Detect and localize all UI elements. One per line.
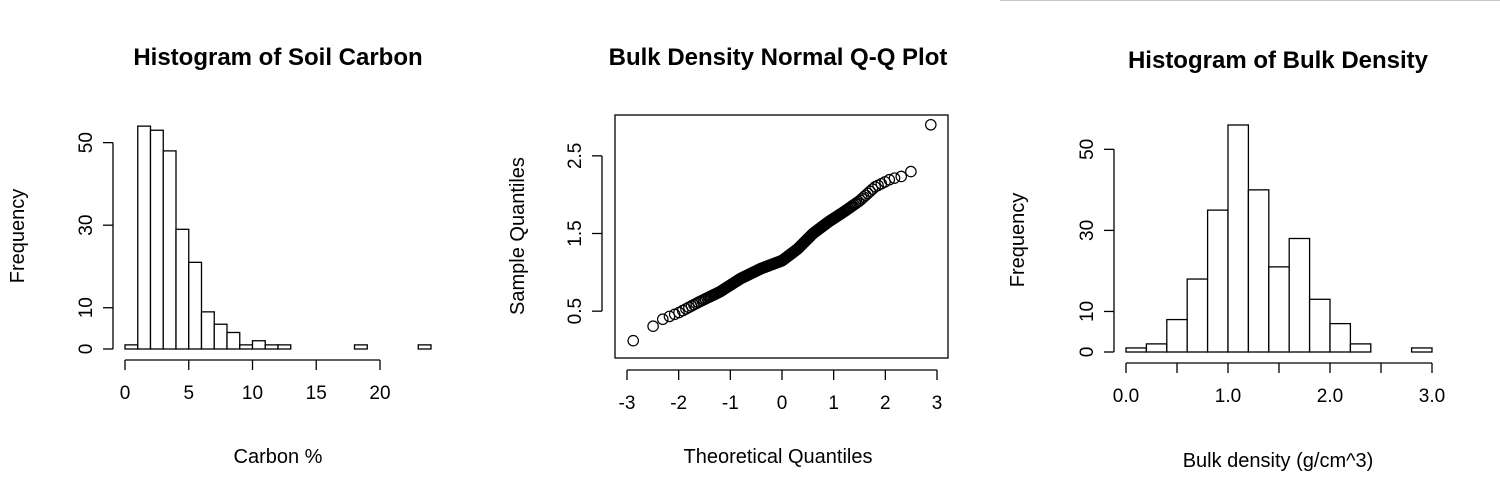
x-tick-label: 0 (120, 383, 131, 404)
histogram-bar (1329, 322, 1352, 353)
x-tick-label: 2.0 (1317, 386, 1343, 407)
x-tick-label: 15 (306, 383, 327, 404)
qq-point (924, 118, 937, 131)
x-tick-label: -3 (619, 393, 636, 414)
y-tick-label: 30 (76, 215, 97, 236)
x-tick-label: -1 (722, 393, 739, 414)
histogram-bar (1288, 237, 1311, 353)
histogram-bar (200, 311, 215, 350)
axes: 0 5 10 15 20 0 10 30 50 (76, 132, 391, 404)
histogram-bar (213, 323, 228, 350)
histogram-bar (1125, 347, 1148, 353)
y-axis-label: Frequency (1007, 193, 1029, 288)
chart-title: Bulk Density Normal Q-Q Plot (609, 44, 948, 71)
histogram-bar (1349, 343, 1372, 353)
qq-point (859, 189, 872, 202)
y-axis-label: Sample Quantiles (507, 157, 529, 315)
x-tick-label: 2 (880, 393, 891, 414)
histogram-bar (1206, 209, 1229, 353)
x-axis-label: Bulk density (g/cm^3) (1183, 450, 1374, 472)
histogram-bar (175, 228, 190, 350)
x-axis-label: Carbon % (234, 446, 323, 468)
histogram-bar (162, 150, 177, 350)
x-tick-label: 20 (369, 383, 390, 404)
chart-title: Histogram of Bulk Density (1128, 47, 1429, 74)
chart-title: Histogram of Soil Carbon (133, 44, 422, 71)
x-tick-label: 3.0 (1419, 386, 1445, 407)
axes: -3 -2 -1 0 1 2 3 0.5 1.5 2.5 (565, 143, 942, 414)
x-tick-label: 0.0 (1113, 386, 1139, 407)
bar-group (124, 125, 432, 350)
qq-point (883, 173, 896, 186)
histogram-bar (417, 344, 432, 350)
qq-point (888, 172, 901, 184)
x-tick-label: 10 (242, 383, 263, 404)
window-edge-divider (1000, 0, 1500, 1)
histogram-bar (1145, 343, 1168, 353)
y-tick-label: 0 (76, 344, 97, 355)
panel-bulk-density-qq: Bulk Density Normal Q-Q Plot Theoretical… (507, 44, 949, 468)
qq-point (656, 313, 669, 326)
histogram-bar (1186, 278, 1209, 353)
y-tick-label: 1.5 (565, 220, 586, 246)
y-tick-label: 10 (1077, 301, 1098, 322)
x-tick-label: 3 (932, 393, 943, 414)
y-tick-label: 2.5 (565, 143, 586, 169)
histogram-bar (251, 340, 266, 350)
qq-point (627, 334, 639, 347)
histogram-bar (188, 261, 203, 350)
histogram-bar (137, 125, 152, 350)
histogram-bar (1268, 266, 1290, 353)
y-tick-label: 50 (76, 132, 97, 153)
bar-group (1125, 124, 1433, 353)
histogram-bar (1308, 298, 1331, 353)
y-tick-label: 30 (1077, 220, 1098, 241)
histogram-bar (277, 344, 292, 350)
x-tick-label: 1 (828, 393, 839, 414)
qq-point (647, 320, 659, 332)
histogram-bar (226, 331, 241, 350)
histogram-bar (239, 344, 254, 350)
axes: 0.0 1.0 2.0 3.0 0 10 30 50 (1077, 139, 1445, 407)
panel-soil-carbon-histogram: Histogram of Soil Carbon Carbon % Freque… (7, 44, 432, 468)
histogram-bar (264, 344, 279, 350)
qq-point (905, 165, 917, 178)
point-group (627, 118, 937, 347)
y-tick-label: 10 (76, 297, 97, 318)
x-tick-label: -2 (670, 393, 687, 414)
y-tick-label: 50 (1077, 139, 1098, 160)
panel-bulk-density-histogram: Histogram of Bulk Density Bulk density (… (1007, 47, 1445, 472)
x-tick-label: 5 (183, 383, 194, 404)
qq-point (895, 170, 908, 183)
x-tick-label: 0 (777, 393, 788, 414)
x-tick-label: 1.0 (1215, 386, 1241, 407)
histogram-bar (149, 129, 164, 350)
histogram-bar (1166, 318, 1188, 353)
qq-point (663, 310, 676, 323)
histogram-bar (1227, 124, 1250, 353)
y-axis-label: Frequency (7, 189, 29, 284)
histogram-bar (124, 344, 139, 350)
plot-frame (614, 114, 949, 359)
histogram-bar (353, 344, 368, 350)
y-tick-label: 0 (1077, 347, 1098, 358)
y-tick-label: 0.5 (565, 298, 586, 324)
histogram-bar (1247, 189, 1270, 353)
x-axis-label: Theoretical Quantiles (684, 446, 873, 468)
histogram-bar (1410, 347, 1433, 353)
